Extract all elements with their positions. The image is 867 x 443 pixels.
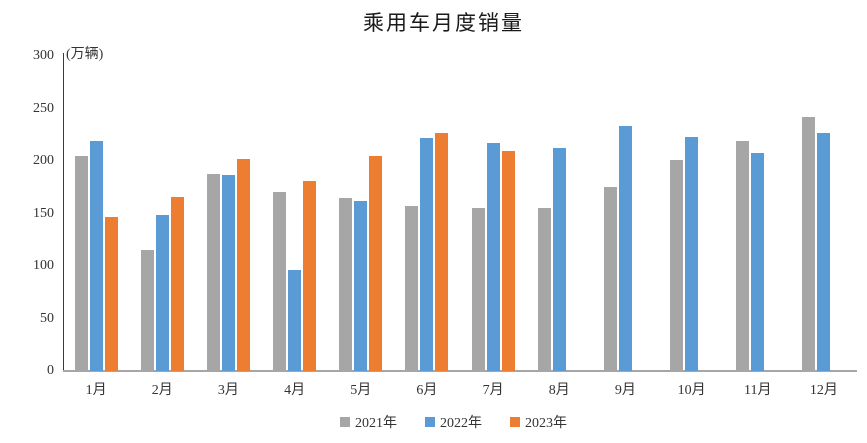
- bar: [751, 153, 765, 371]
- bar: [802, 116, 816, 371]
- x-axis-line: [63, 370, 857, 372]
- bar: [288, 269, 302, 371]
- y-axis-tick-label: 300: [33, 48, 54, 63]
- x-axis-label: 5月: [350, 383, 372, 398]
- bar: [354, 200, 368, 371]
- legend-label: 2022年: [440, 416, 482, 431]
- x-axis-label: 2月: [151, 383, 173, 398]
- bar: [170, 197, 184, 371]
- legend: 2021年 2022年 2023年: [20, 412, 867, 432]
- bar: [736, 140, 750, 371]
- bar: [435, 132, 449, 371]
- bar: [685, 136, 699, 371]
- bar: [140, 249, 154, 371]
- bar: [537, 208, 551, 371]
- legend-swatch: [425, 417, 435, 427]
- bar: [236, 159, 250, 371]
- y-axis-tick-label: 150: [33, 205, 54, 221]
- bar: [471, 208, 485, 371]
- bar: [405, 206, 419, 371]
- x-axis-label: 7月: [482, 383, 504, 398]
- legend-label: 2023年: [525, 416, 567, 431]
- chart-title: 乘用车月度销量: [363, 11, 524, 35]
- bar: [618, 126, 632, 371]
- y-axis-tick-label: 100: [33, 258, 54, 273]
- y-axis-tick-label: 50: [40, 310, 54, 326]
- bar: [155, 214, 169, 371]
- x-axis-label: 1月: [85, 383, 107, 398]
- bar: [552, 147, 566, 371]
- legend-swatch: [340, 417, 350, 427]
- legend-item: 2023年: [510, 412, 567, 432]
- bar: [273, 191, 287, 371]
- y-axis-tick-label: 200: [33, 153, 54, 168]
- bar: [369, 155, 383, 371]
- bar: [501, 150, 515, 371]
- bar: [817, 133, 831, 371]
- bar: [670, 160, 684, 371]
- bar: [339, 198, 353, 371]
- bar: [486, 142, 500, 371]
- x-axis-label: 9月: [614, 383, 636, 398]
- x-axis-label: 8月: [548, 383, 570, 398]
- legend-swatch: [510, 417, 520, 427]
- y-axis-tick-label: 250: [33, 100, 54, 116]
- bar: [603, 187, 617, 371]
- y-axis-tick-label: 0: [47, 363, 54, 378]
- x-axis-label: 3月: [217, 383, 239, 398]
- x-axis-label: 12月: [809, 383, 838, 398]
- legend-item: 2021年: [340, 412, 397, 432]
- legend-item: 2022年: [425, 412, 482, 432]
- x-axis-label: 6月: [416, 383, 438, 398]
- bar: [89, 141, 103, 371]
- bar: [206, 174, 220, 371]
- y-axis-line: [63, 53, 64, 371]
- bar: [420, 137, 434, 371]
- x-axis-label: 10月: [677, 383, 706, 398]
- x-axis-label: 11月: [743, 383, 772, 398]
- legend-label: 2021年: [355, 416, 397, 431]
- y-axis-unit-label: (万辆): [66, 47, 104, 62]
- bar: [303, 180, 317, 371]
- bar: [221, 175, 235, 371]
- bar: [104, 216, 118, 371]
- x-axis-label: 4月: [284, 383, 306, 398]
- bar: [74, 156, 88, 371]
